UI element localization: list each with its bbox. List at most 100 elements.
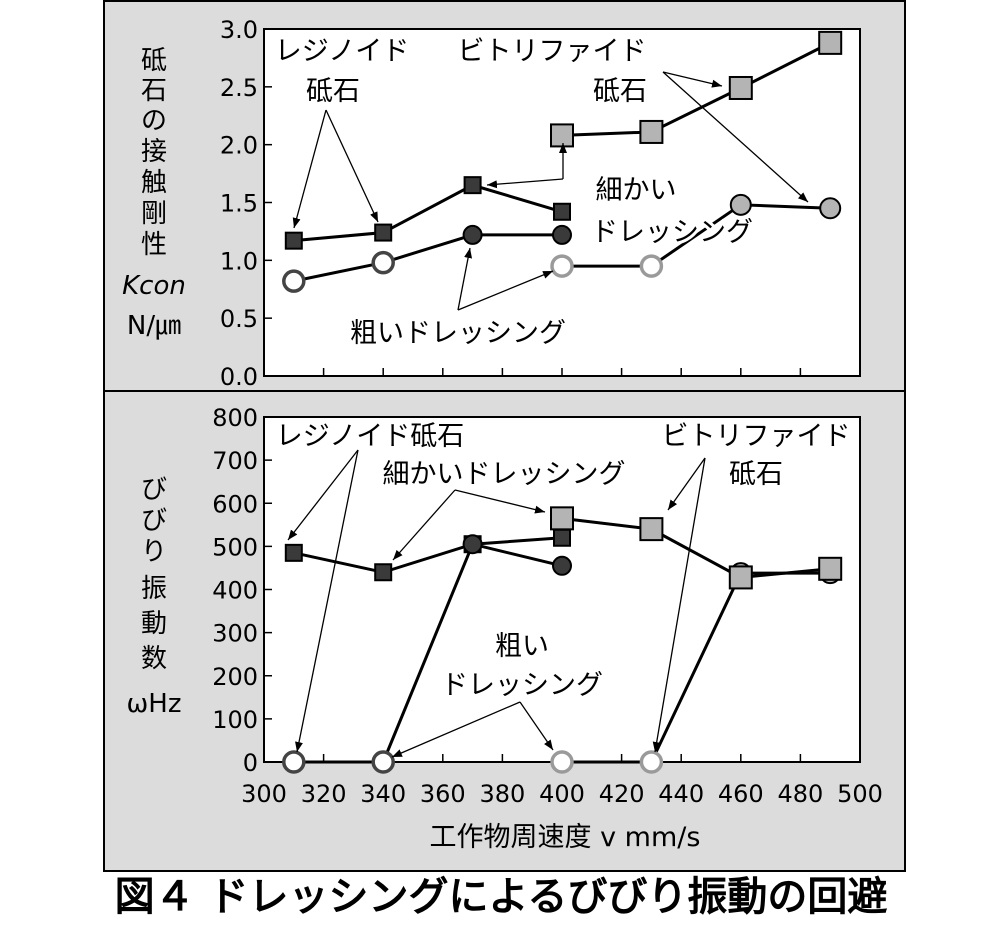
annotation-resinoid-top-line2: 砥石 [306,76,360,107]
bottom-series-1-line [472,542,563,568]
arrow-resinoid-bottom-2 [295,449,359,753]
top-connector-line [382,233,474,265]
top-ylabel-char: 接 [141,137,167,167]
annotation-fine-top-line2: ドレッシング [591,217,753,248]
bottom-y-tick-label: 700 [212,447,258,475]
bottom-ylabel-char: び [141,506,167,536]
top-series-3-point [550,254,574,278]
top-series-3-point [639,254,664,278]
x-tick-label: 340 [360,780,406,808]
arrow-resinoid-top-2 [325,109,379,223]
top-annotations: レジノイド 砥石 ビトリファイド 砥石 細かい ドレッシング 粗いドレッシング [272,33,756,352]
arrow-resinoid-bottom-1 [287,449,359,541]
bottom-series-0-point [553,528,571,547]
top-ylabel-char: 触 [141,168,167,198]
top-y-tick-label: 1.5 [220,190,258,218]
annotation-coarse-top: 粗いドレッシング [350,318,566,349]
bottom-y-tick-label: 400 [212,577,258,605]
annotation-resinoid-bottom: レジノイド砥石 [276,421,464,452]
x-tick-label: 420 [599,780,645,808]
arrow-coarse-top-2 [457,270,554,311]
bottom-axes: 0 100 200 300 400 500 600 700 800 300 320 340 360 380… [212,404,883,808]
top-ylabel-char: 砥 [141,46,167,76]
top-series-4-line [561,41,831,137]
top-axes: 0.0 0.5 1.0 1.5 2.0 2.5 3.0 [220,16,861,391]
x-tick-label: 480 [777,780,823,808]
top-connector-line [650,203,742,268]
bottom-series-0-point [374,563,393,582]
arrow-fine-bottom-1 [392,489,456,561]
annotation-vitrified-top-line2: 砥石 [593,76,647,107]
bottom-series-1-point [462,534,483,555]
arrow-vitrified-bottom-1 [667,457,706,511]
bottom-connector-line [650,572,743,763]
arrow-coarse-bottom-1 [391,701,521,758]
top-y-tick-label: 0.0 [220,363,258,391]
top-ylabel-char: 石 [141,76,167,106]
arrow-coarse-bottom-2 [519,701,554,751]
top-series-5-line [740,203,831,210]
bottom-ylabel-char: 動 [141,609,167,639]
bottom-series-2-point [282,750,306,774]
top-series-5-point [729,193,752,216]
top-series-1-point [552,224,572,245]
arrow-vitrified-top-1 [662,71,723,88]
top-series-4-point [818,30,843,55]
top-ylabel-char: 性 [141,230,167,260]
x-tick-label: 440 [658,780,704,808]
bottom-series-5-line [561,516,831,579]
bottom-y-tick-label: 0 [243,749,258,777]
top-plot-area [263,28,861,377]
arrow-resinoid-top-1 [292,109,327,229]
arrow-fine-top-1 [486,178,564,189]
bottom-series-5-point [550,506,574,531]
x-axis-label: 工作物周速度 v mm/s [430,822,701,853]
top-y-tick-label: 3.0 [220,16,258,44]
x-tick-label: 500 [837,780,883,808]
bottom-series-2-point [371,750,395,774]
top-ylabel-symbol: Kcon [122,271,186,301]
bottom-y-tick-label: 800 [212,404,258,432]
bottom-series-5-point [728,565,753,590]
top-y-tick-label: 2.0 [220,132,258,160]
top-y-tick-label: 0.5 [220,305,258,333]
bottom-series-3-point [639,750,664,774]
top-series-0-line [293,183,563,243]
x-tick-label: 320 [301,780,347,808]
x-tick-label: 400 [539,780,585,808]
bottom-annotation-arrows [287,449,706,758]
figure-caption: 図４ ドレッシングによるびびり振動の回避 [115,874,888,920]
bottom-series-5-point [639,517,664,542]
top-series-0-point [553,202,571,221]
top-series-4-point [728,75,753,100]
top-series-2-line [293,261,384,283]
top-series-0-point [374,223,393,242]
top-ylabel-unit: N/㎛ [127,311,181,341]
bottom-y-tick-label: 300 [212,620,258,648]
top-series-4-point [639,119,664,144]
bottom-y-tick-label: 600 [212,490,258,518]
annotation-vitrified-bottom-line1: ビトリファイド [662,421,851,452]
top-ylabel-char: 剛 [141,199,167,229]
top-ylabel-char: の [141,106,167,136]
top-series-2-point [282,269,306,293]
top-series-2-point [371,250,395,275]
x-tick-label: 380 [479,780,525,808]
bottom-series-5-point [818,556,843,581]
bottom-y-tick-label: 500 [212,533,258,561]
annotation-vitrified-top-line1: ビトリファイド [458,36,647,67]
top-y-axis-label: 砥 石 の 接 触 剛 性 Kcon N/㎛ [122,46,186,341]
top-y-tick-label: 2.5 [220,74,258,102]
bottom-y-tick-label: 200 [212,663,258,691]
bottom-ylabel-char: 振 [141,574,167,604]
top-series-0-point [284,231,303,250]
annotation-resinoid-top-line1: レジノイド [275,36,409,67]
arrow-vitrified-bottom-2 [652,457,706,753]
top-series-5-point [819,197,842,220]
top-y-tick-label: 1.0 [220,247,258,275]
annotation-coarse-bottom-line1: 粗い [495,631,549,662]
bottom-ylabel-unit: ωHz [127,689,182,719]
arrow-vitrified-top-2 [662,71,809,203]
bottom-series-0-line [293,536,563,574]
